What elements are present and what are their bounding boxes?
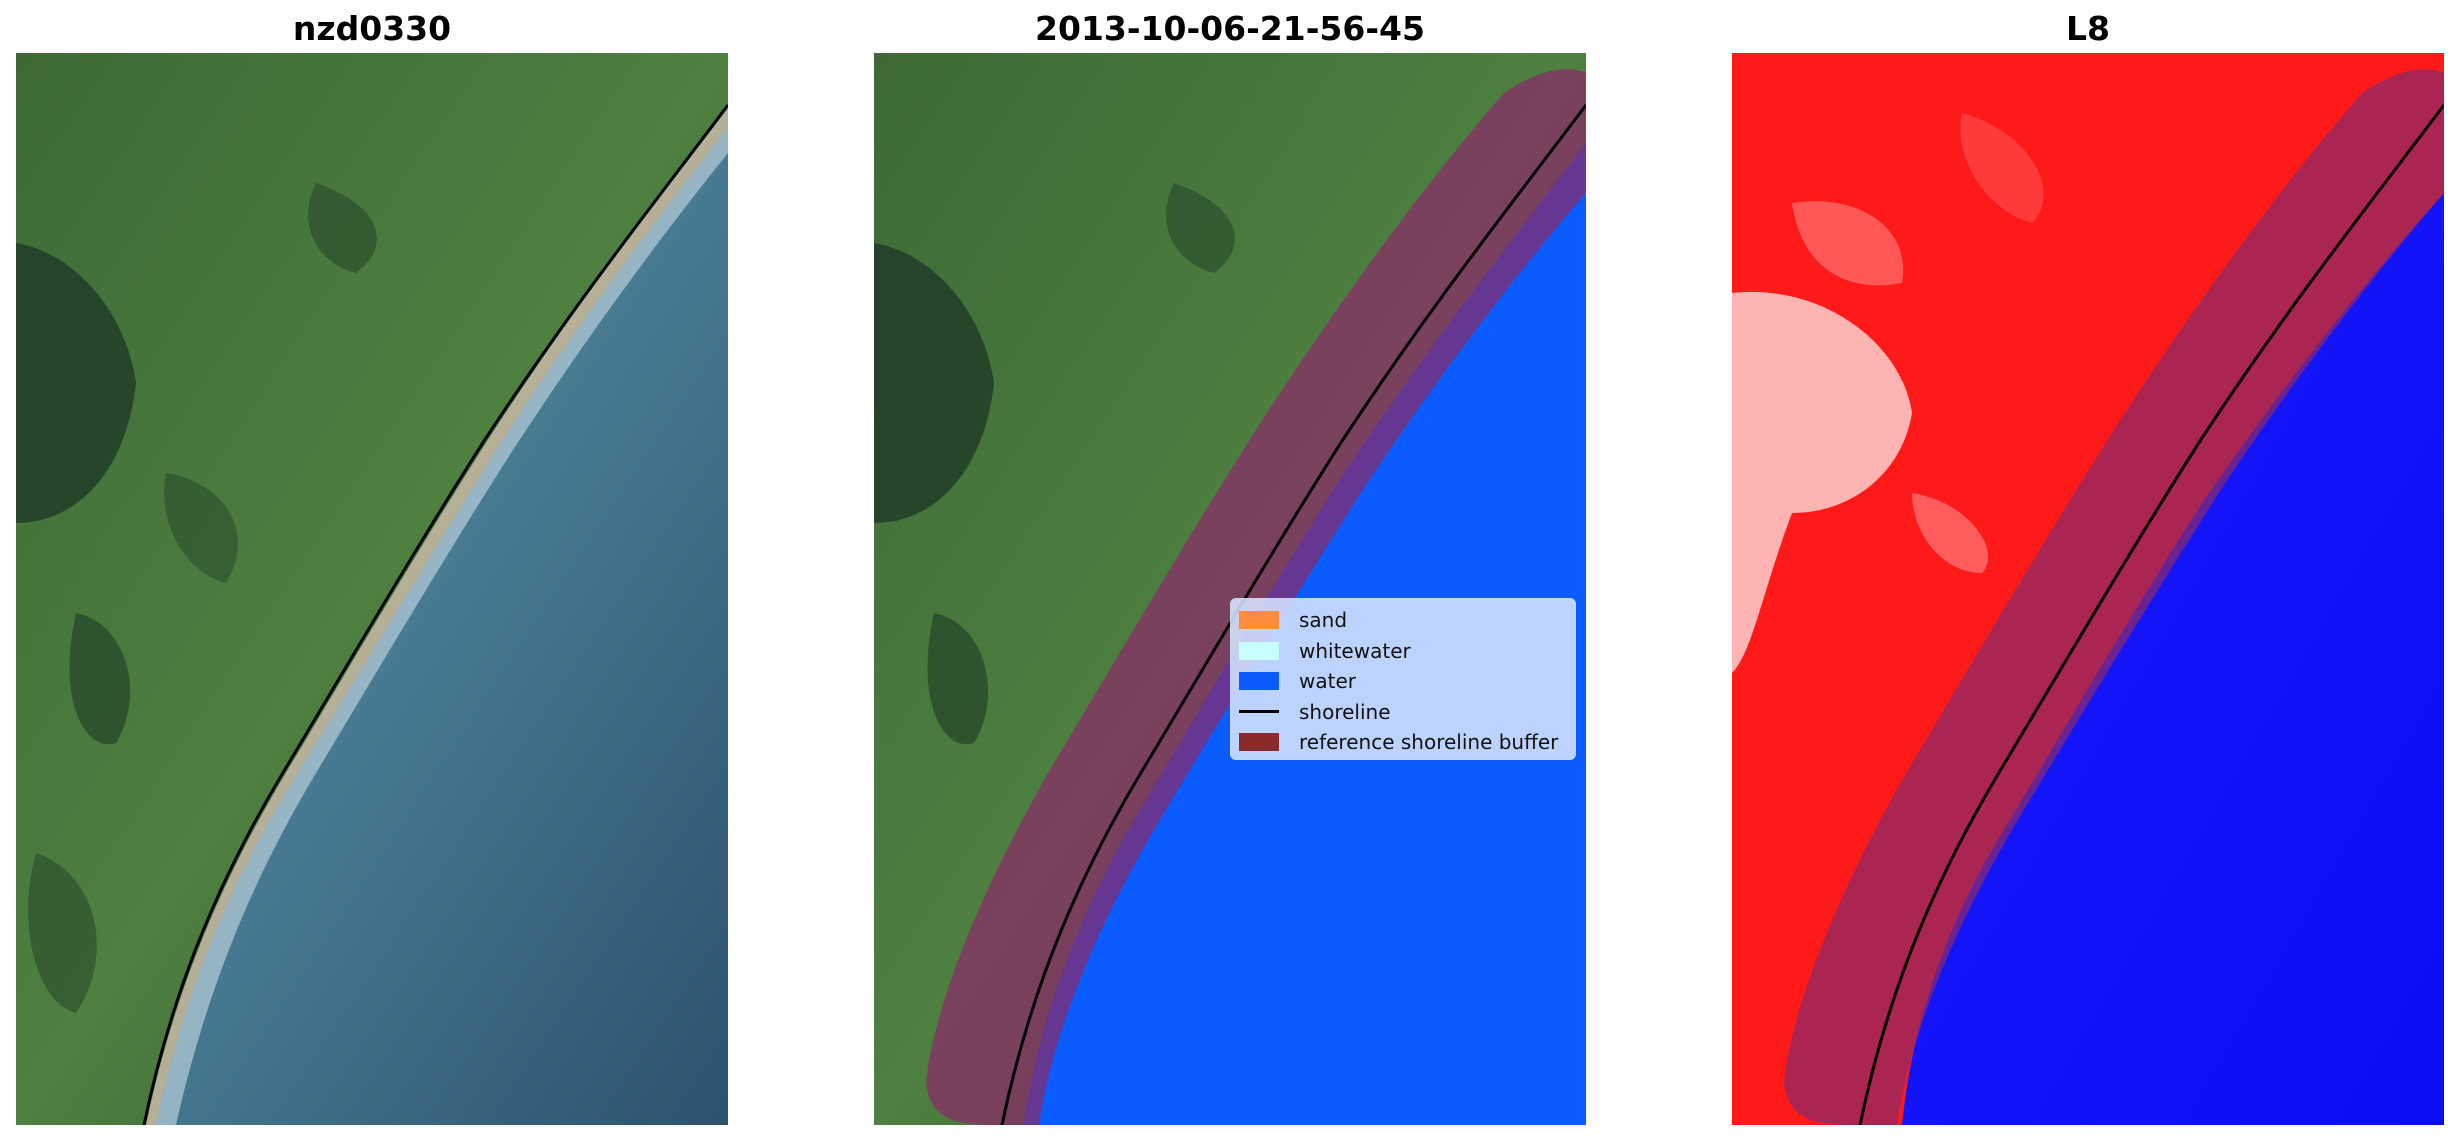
legend-line-shoreline bbox=[1239, 710, 1279, 714]
legend-item-sand: sand bbox=[1239, 605, 1567, 636]
legend-item-water: water bbox=[1239, 666, 1567, 697]
classified-image-panel bbox=[874, 53, 1586, 1125]
panel-title-rgb: nzd0330 bbox=[292, 9, 452, 48]
legend-label-whitewater: whitewater bbox=[1299, 638, 1411, 663]
legend-swatch-sand bbox=[1239, 611, 1279, 630]
legend-item-shoreline: shoreline bbox=[1239, 697, 1567, 728]
index-image bbox=[1732, 53, 2444, 1125]
legend-label-sand: sand bbox=[1299, 608, 1348, 633]
legend-swatch-water bbox=[1239, 672, 1279, 691]
legend-label-buffer: reference shoreline buffer bbox=[1299, 730, 1559, 755]
legend-label-water: water bbox=[1299, 669, 1356, 694]
legend: sand whitewater water shoreline referenc… bbox=[1230, 598, 1576, 760]
legend-swatch-buffer bbox=[1239, 733, 1279, 752]
rgb-image-panel bbox=[16, 53, 728, 1125]
panel-title-classified: 2013-10-06-21-56-45 bbox=[1035, 9, 1425, 48]
panel-title-index: L8 bbox=[2066, 9, 2110, 48]
legend-swatch-whitewater bbox=[1239, 641, 1279, 660]
legend-item-whitewater: whitewater bbox=[1239, 636, 1567, 667]
index-image-panel bbox=[1732, 53, 2444, 1125]
classified-image bbox=[874, 53, 1586, 1125]
legend-label-shoreline: shoreline bbox=[1299, 699, 1391, 724]
rgb-satellite-image bbox=[16, 53, 728, 1125]
legend-item-buffer: reference shoreline buffer bbox=[1239, 727, 1567, 758]
